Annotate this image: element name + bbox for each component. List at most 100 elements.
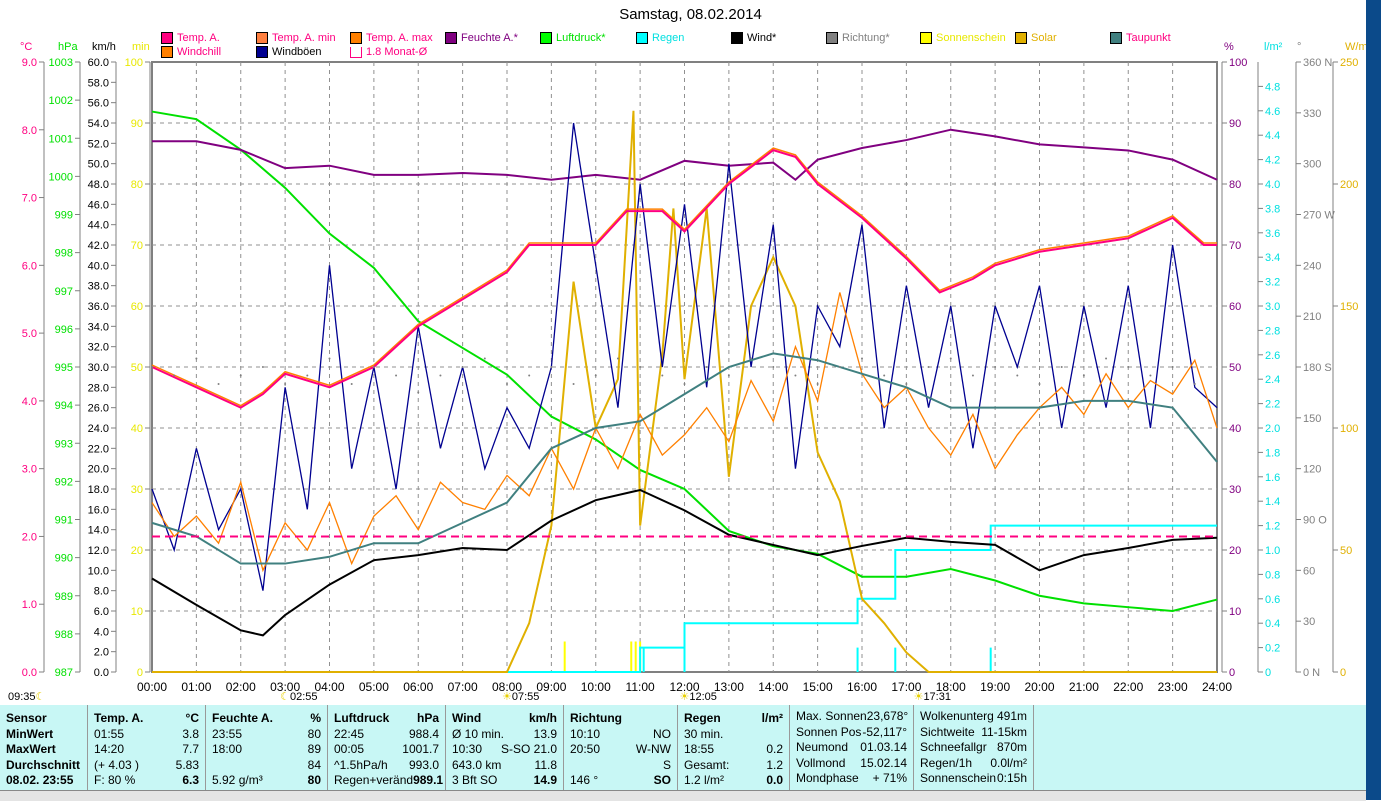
axis-tick-label-speed: 6.0 [94,606,109,618]
legend-item: Feuchte A.* [445,32,518,44]
stats-value: 89 [307,742,321,756]
legend-item: Solar [1015,32,1057,44]
legend-label: Richtung* [842,32,890,44]
axis-tick-label-press: 988 [55,629,73,641]
stats-row: 30 min. [684,727,783,743]
x-tick-label: 12:00 [669,680,699,694]
stats-value: 15.02.14 [860,755,907,770]
axis-tick-label-speed: 46.0 [88,199,109,211]
legend-label: Windchill [177,46,222,58]
axis-tick-label-deg: 210 [1303,311,1321,323]
x-tick-label: 24:00 [1202,680,1232,694]
axis-tick-label-press: 997 [55,286,73,298]
moonset-icon: ☾ [280,691,290,703]
stats-value: 84 [307,757,321,772]
axis-tick-label-rain: 2.2 [1265,399,1280,411]
axis-tick-label-speed: 42.0 [88,240,109,252]
axis-tick-label-rain: 2.4 [1265,374,1280,386]
axis-tick-label-speed: 10.0 [88,565,109,577]
axis-tick-label-deg: 180 S [1303,362,1332,374]
stats-header: Temp. A. °C [94,711,199,727]
axis-tick-label-speed: 38.0 [88,281,109,293]
stats-row: Regen+veränd 989.1 [334,773,443,789]
axis-tick-label-min: 60 [131,301,143,313]
direction-point [794,374,797,377]
axis-tick-label-rain: 1.2 [1265,521,1280,533]
series-taupunkt [151,352,1218,565]
unit-label-hum: % [1224,41,1234,53]
direction-point [1127,366,1130,368]
stats-col-hum: Feuchte A.% 23:55 80 18:00 89 84 5.92 g/m³ 80 [206,705,328,790]
stats-value: W-NW [635,742,671,756]
axis-tick-label-rain: 3.6 [1265,228,1280,240]
stats-col-astro: Max. Sonnen 23,678° Sonnen Pos -52,117° Neum… [790,705,914,790]
axis-tick-label-hum: 70 [1229,240,1241,252]
legend-item: Temp. A. min [256,32,336,44]
axis-tick-label-hum: 100 [1229,57,1247,69]
legend-label: Solar [1031,32,1057,44]
stats-row: Neumond 01.03.14 [796,740,907,756]
x-tick-label: 20:00 [1024,680,1054,694]
x-tick-label: 16:00 [847,680,877,694]
axis-tick-label-speed: 16.0 [88,504,109,516]
axis-tick-label-speed: 18.0 [88,484,109,496]
stats-key: 10:30 [452,742,483,756]
axis-tick-label-rain: 3.0 [1265,301,1280,313]
axis-tick-label-temp: 3.0 [22,464,37,476]
direction-point [750,357,753,360]
stats-row: 18:55 0.2 [684,742,783,758]
direction-point [838,366,841,368]
direction-point [372,366,375,368]
axis-tick-label-rain: 1.8 [1265,447,1280,459]
legend-label: Sonnenschein [936,32,1006,44]
unit-label-speed: km/h [92,41,116,53]
stats-row: 01:55 3.8 [94,727,199,743]
stats-row: Ø 10 min. 13.9 [452,727,557,743]
axis-tick-label-deg: 360 N [1303,57,1332,69]
x-tick-label: 22:00 [1113,680,1143,694]
col-title: Luftdruck [334,711,390,725]
stats-row: 22:45 988.4 [334,727,439,743]
axis-tick-label-deg: 240 [1303,260,1321,272]
stats-header: Sensor [6,711,47,725]
legend-swatch [445,32,457,44]
direction-point [195,357,198,360]
direction-point [883,374,886,377]
unit-label-press: hPa [58,41,78,53]
direction-point [683,382,686,385]
stats-col-rain: Regen l/m² 30 min. 18:55 0.2 Gesamt: 1.2 1.2 l/… [678,705,790,790]
x-tick-label: 01:00 [181,680,211,694]
stats-key: Sonnenschein [920,771,997,785]
stats-value: 80 [307,773,321,787]
legend-swatch [636,32,648,44]
direction-point [772,366,775,368]
x-tick-label: 13:00 [714,680,744,694]
stats-key: Max. Sonnen [796,709,867,723]
direction-point [1105,357,1108,360]
stats-row: ^1.5hPa/h 993.0 [334,758,439,774]
axis-tick-label-press: 987 [55,667,73,679]
stats-row: 20:50 W-NW [570,742,671,758]
axis-tick-label-rain: 0 [1265,667,1271,679]
stats-value: 01.03.14 [860,740,907,754]
stats-value: 80 [307,726,321,741]
series-temp-a [151,149,1217,409]
axis-tick-label-speed: 14.0 [88,525,109,537]
x-tick-label: 11:00 [626,680,655,694]
stats-row: Gesamt: 1.2 [684,758,783,774]
stats-row: 10:30 S-SO 21.0 [452,742,557,758]
axis-tick-label-temp: 5.0 [22,328,37,340]
stats-key: Neumond [796,740,849,754]
x-tick-label: 09:00 [536,680,566,694]
legend-item: Temp. A. max [350,32,433,44]
direction-point [173,374,176,377]
x-tick-label: 02:00 [226,680,256,694]
weather-chart: 00:00 01:00 02:00 03:00 04:00 05:00 06:00 07:00… [20,41,1372,694]
sunrise-icon: ☀ [502,691,512,703]
legend-item: Luftdruck* [540,32,606,44]
stats-row: 5.92 g/m³ 80 [212,773,321,789]
axis-tick-label-press: 1003 [49,57,73,69]
legend-swatch [826,32,838,44]
col-unit: l/m² [761,711,783,725]
stats-row: Mondphase + 71% [796,771,907,787]
